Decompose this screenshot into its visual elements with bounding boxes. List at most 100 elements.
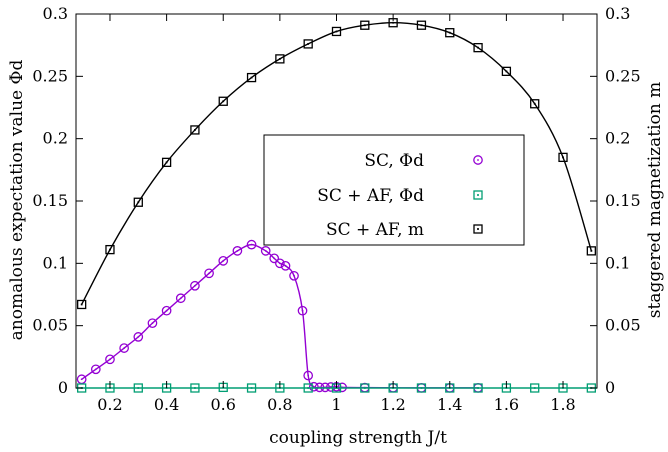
data-point-dot	[562, 156, 564, 159]
y-tick-label-left: 0.15	[32, 191, 68, 210]
legend-marker	[473, 155, 483, 165]
data-point	[133, 197, 143, 207]
data-point	[218, 96, 228, 106]
legend-marker-dot	[477, 159, 479, 161]
data-point	[473, 43, 483, 53]
data-point	[246, 239, 257, 250]
data-point-dot	[165, 309, 168, 312]
x-tick-label: 0.2	[97, 395, 122, 414]
data-point	[269, 253, 280, 264]
x-tick-label: 0.8	[267, 395, 292, 414]
data-point	[275, 54, 285, 64]
x-tick-label: 1.8	[550, 395, 575, 414]
data-point-dot	[151, 322, 154, 325]
data-point-dot	[264, 249, 267, 252]
data-point-dot	[505, 70, 508, 73]
y-tick-label-left: 0.1	[43, 253, 68, 272]
y-tick-label-left: 0.25	[32, 66, 68, 85]
series-1	[76, 239, 483, 393]
data-point	[190, 280, 200, 291]
y-axis-label-right: staggered magnetization m	[645, 82, 665, 318]
data-point	[119, 343, 129, 353]
x-axis-label: coupling strength J/t	[269, 428, 447, 448]
data-point	[360, 383, 370, 393]
y-tick-label-right: 0	[605, 378, 615, 397]
data-point	[501, 66, 512, 76]
x-tick-label: 1.2	[380, 395, 405, 414]
y-axis-label-left: anomalous expectation value Φd	[7, 60, 27, 341]
legend-box	[263, 134, 525, 246]
y-tick-label-left: 0.2	[43, 129, 68, 148]
data-point	[161, 157, 172, 168]
data-point	[133, 332, 144, 342]
data-point	[77, 299, 87, 310]
legend-marker-dot	[477, 228, 479, 230]
data-point-dot	[194, 284, 196, 287]
data-point-dot	[273, 257, 276, 260]
data-point-dot	[477, 46, 479, 49]
data-point-dot	[80, 378, 83, 381]
data-point	[105, 244, 115, 255]
y-tick-label-left: 0	[58, 378, 68, 397]
data-point	[297, 305, 308, 316]
data-point	[308, 381, 319, 392]
data-point	[232, 246, 243, 256]
y-tick-label-left: 0.05	[32, 316, 68, 335]
data-point	[147, 318, 158, 329]
data-point-dot	[477, 387, 479, 389]
data-point	[416, 20, 427, 30]
y-tick-label-right: 0.25	[605, 66, 641, 85]
y-tick-label-right: 0.05	[605, 316, 641, 335]
legend-marker	[473, 224, 483, 234]
data-point-dot	[278, 262, 281, 265]
data-point	[445, 28, 455, 38]
y-tick-label-left: 0.3	[43, 4, 68, 23]
legend: SC, Φd SC + AF, Φd SC + AF, m	[263, 134, 525, 246]
data-point	[416, 383, 427, 393]
legend-label: SC + AF, Φd	[317, 186, 424, 206]
data-point	[204, 268, 214, 279]
data-point-dot	[80, 303, 83, 306]
data-point-dot	[123, 347, 126, 350]
legend-label: SC, Φd	[364, 151, 424, 171]
data-point	[161, 305, 172, 316]
data-point-dot	[307, 387, 310, 389]
data-point	[246, 72, 257, 83]
data-point-dot	[236, 249, 239, 252]
data-point	[530, 99, 540, 109]
data-point	[558, 152, 568, 163]
x-tick-label: 0.4	[154, 395, 179, 414]
data-point-dot	[420, 387, 423, 389]
data-point	[303, 39, 313, 49]
data-point-dot	[250, 243, 253, 246]
data-point-dot	[250, 387, 253, 389]
x-tick-label: 1.4	[437, 395, 462, 414]
data-point-dot	[307, 374, 310, 377]
data-point	[190, 383, 200, 393]
data-point	[303, 370, 314, 381]
data-point	[260, 246, 271, 256]
y-tick-label-right: 0.2	[605, 129, 630, 148]
data-point-dot	[312, 385, 315, 388]
data-point	[175, 293, 186, 304]
data-point-dot	[590, 249, 593, 252]
data-point-dot	[194, 129, 196, 131]
data-point-dot	[165, 161, 168, 164]
data-point-dot	[208, 272, 210, 275]
data-point-dot	[293, 274, 295, 277]
legend-marker-dot	[477, 194, 479, 196]
series-3	[77, 18, 596, 310]
legend-label: SC + AF, m	[326, 220, 424, 240]
data-point-dot	[420, 24, 423, 27]
data-point	[360, 20, 370, 30]
data-point-dot	[194, 387, 196, 389]
legend-marker	[473, 190, 483, 200]
x-tick-label: 0.6	[211, 395, 236, 414]
data-point	[303, 383, 313, 393]
data-point-dot	[363, 24, 366, 27]
data-point-dot	[94, 368, 97, 371]
y-tick-label-right: 0.1	[605, 253, 630, 272]
data-point-dot	[109, 248, 111, 251]
series-layer	[76, 18, 597, 393]
